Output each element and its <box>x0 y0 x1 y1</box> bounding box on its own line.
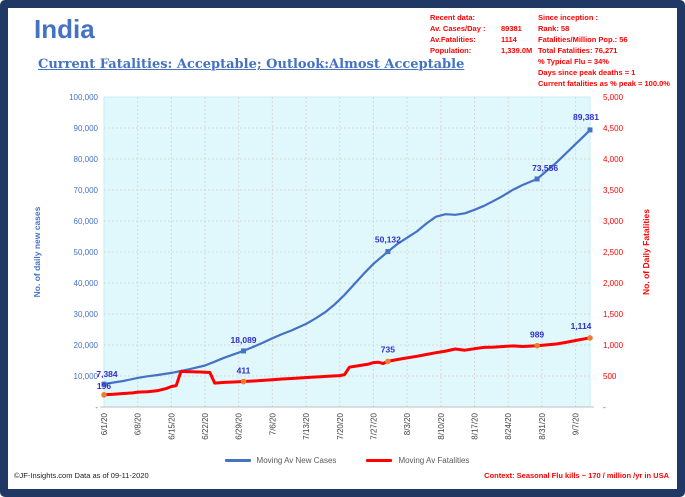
left-axis-title: No. of daily new cases <box>32 206 42 297</box>
stat-row: Current fatalities as % peak = 100.0% <box>538 79 670 88</box>
stat-row: % Typical Flu = 34% <box>538 57 609 66</box>
legend-label-new-cases: Moving Av New Cases <box>256 456 337 465</box>
data-point-label: 89,381 <box>573 112 599 122</box>
x-axis-tick: 8/17/20 <box>471 412 480 439</box>
left-axis-tick: 30,000 <box>74 310 99 319</box>
x-axis-tick: 7/13/20 <box>302 412 311 439</box>
stat-row: Fatalities/Million Pop.: 56 <box>538 35 628 44</box>
new-cases-line-swatch <box>224 459 251 462</box>
data-point-marker <box>534 176 540 182</box>
data-point-marker <box>101 381 107 387</box>
data-point-label: 18,089 <box>231 335 257 345</box>
right-axis-tick: 1,000 <box>603 341 624 350</box>
stat-row: Population: 1,339.0M <box>430 45 535 56</box>
stat-row: Days since peak deaths = 1 <box>538 68 636 77</box>
x-axis-tick: 8/3/20 <box>403 412 412 435</box>
x-axis-tick: 6/8/20 <box>134 412 143 435</box>
stat-value: 1114 <box>501 35 517 44</box>
right-axis-tick: 500 <box>603 372 617 381</box>
data-point-label: 7,384 <box>96 369 118 379</box>
recent-data-rows: Av. Cases/Day :89381 Av.Fatalities: 1114 Po… <box>430 23 535 56</box>
legend-item-fatalities: Moving Av Fatalities <box>366 456 469 465</box>
left-axis-tick: 100,000 <box>69 93 98 102</box>
data-point-label: 50,132 <box>375 235 401 245</box>
x-axis-tick: 8/24/20 <box>504 412 513 439</box>
right-axis-tick: 5,000 <box>603 93 624 102</box>
new-cases-line <box>102 128 592 386</box>
since-inception-heading: Since inception : <box>538 13 599 22</box>
right-axis-tick: 2,000 <box>603 279 624 288</box>
left-axis-tick: - <box>95 403 98 412</box>
fatalities-line <box>102 336 592 397</box>
copyright-source-text: ©JF-Insights.com Data as of 09-11-2020 <box>14 471 149 480</box>
stat-value: 1,339.0M <box>501 46 533 55</box>
x-axis-tick: 8/31/20 <box>538 412 547 439</box>
right-axis-tick: 3,000 <box>603 217 624 226</box>
data-point-marker <box>385 249 391 255</box>
left-axis-tick: 90,000 <box>74 124 99 133</box>
x-axis-tick: 9/7/20 <box>572 412 581 435</box>
since-inception-block: Since inception : Rank: 58 Fatalities/Mil… <box>538 12 676 89</box>
recent-data-block: Recent data: Av. Cases/Day :89381 Av.Fata… <box>430 12 535 56</box>
data-point-label: 73,556 <box>532 163 558 173</box>
data-point-marker <box>241 348 247 354</box>
right-axis-title: No. of Daily Fatalities <box>641 209 651 295</box>
fatalities-line-swatch <box>366 459 393 462</box>
left-axis-tick: 70,000 <box>74 186 99 195</box>
data-point-marker <box>534 342 540 349</box>
left-axis-tick: 60,000 <box>74 217 99 226</box>
right-axis-tick: 3,500 <box>603 186 624 195</box>
stat-row: Av. Cases/Day : 89381 <box>430 23 535 34</box>
stat-label: Av. Cases/Day : <box>430 24 486 33</box>
stat-value: 89381 <box>501 24 522 33</box>
recent-data-heading: Recent data: <box>430 13 476 22</box>
data-point-marker <box>240 378 247 385</box>
data-point-marker <box>587 335 593 341</box>
data-point-label: 196 <box>97 381 111 391</box>
data-point-label: 989 <box>530 330 544 340</box>
x-axis-tick: 6/22/20 <box>201 412 210 439</box>
chart-legend: Moving Av New Cases Moving Av Fatalities <box>104 456 590 465</box>
right-axis-tick: 1,500 <box>603 310 624 319</box>
stat-row: Av.Fatalities: 1114 <box>430 34 535 45</box>
stat-row: Total Fatalities: 76,271 <box>538 46 618 55</box>
left-axis-tick: 40,000 <box>74 279 99 288</box>
x-axis-tick: 6/15/20 <box>167 412 176 439</box>
left-axis-tick: 80,000 <box>74 155 99 164</box>
right-axis-tick: 4,500 <box>603 124 624 133</box>
right-axis-tick: 4,000 <box>603 155 624 164</box>
data-point-label: 411 <box>237 366 251 376</box>
x-axis-tick: 7/27/20 <box>369 412 378 439</box>
x-axis-tick: 8/10/20 <box>437 412 446 439</box>
stat-label: Population: <box>430 46 472 55</box>
left-axis-tick: 50,000 <box>74 248 99 257</box>
page-title: India <box>34 14 95 44</box>
left-axis-tick: 20,000 <box>74 341 99 350</box>
x-axis-tick: 7/6/20 <box>268 412 277 435</box>
since-inception-rows: Rank: 58 Fatalities/Million Pop.: 56 Total… <box>538 23 676 89</box>
x-axis-tick: 6/29/20 <box>235 412 244 439</box>
right-axis-tick: 2,500 <box>603 248 624 257</box>
legend-label-fatalities: Moving Av Fatalities <box>398 456 470 465</box>
legend-item-new-cases: Moving Av New Cases <box>224 456 337 465</box>
left-axis-tick: 10,000 <box>74 372 99 381</box>
data-point-label: 735 <box>381 344 395 354</box>
data-point-marker <box>587 127 593 133</box>
stat-label: Av.Fatalities: <box>430 35 476 44</box>
data-point-label: 1,114 <box>571 321 592 331</box>
data-point-marker <box>385 358 391 365</box>
assessment-subtitle: Current Fatalities: Acceptable; Outlook:… <box>38 57 465 72</box>
stat-row: Rank: 58 <box>538 24 570 33</box>
x-axis-tick: 6/1/20 <box>100 412 109 435</box>
right-axis-tick: - <box>603 403 606 412</box>
context-note: Context: Seasonal Flu kills ~ 170 / mill… <box>484 471 669 480</box>
data-point-marker <box>101 392 107 398</box>
x-axis-tick: 7/20/20 <box>336 412 345 439</box>
